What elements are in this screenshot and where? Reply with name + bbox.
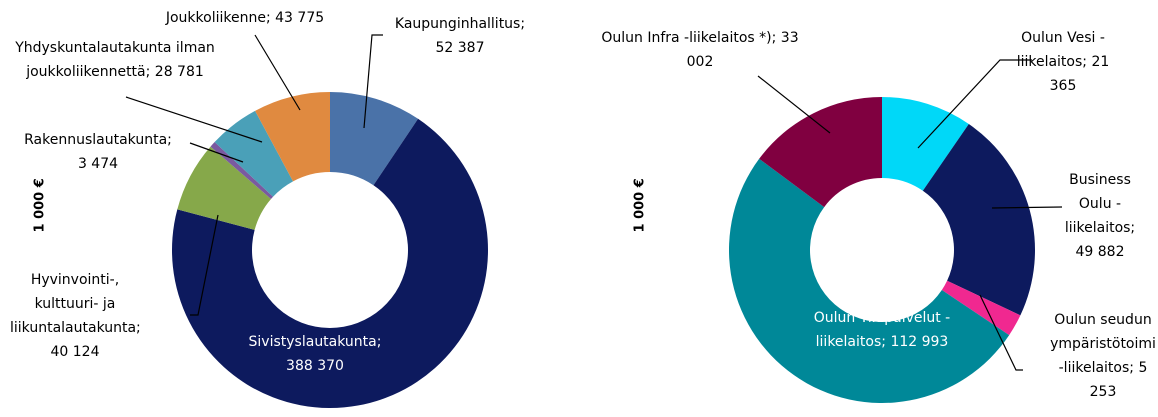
data-label: Oulun Tilapalvelut - liikelaitos; 112 99… (802, 306, 962, 354)
data-label: Sivistyslautakunta; 388 370 (240, 330, 390, 378)
category-label: Oulun Infra -liikelaitos *); (601, 30, 777, 46)
category-label: Oulun Tilapalvelut - liikelaitos; (813, 310, 951, 350)
leader-line (757, 75, 831, 134)
data-label: Kaupunginhallitus; 52 387 (390, 12, 530, 60)
data-label: Oulun Infra -liikelaitos *); 33 002 (600, 26, 800, 74)
leader-line (189, 142, 244, 163)
data-label: Business Oulu - liikelaitos; 49 882 (1058, 168, 1143, 264)
category-label: Business Oulu - liikelaitos; (1064, 172, 1136, 236)
value-label: 5 253 (1089, 360, 1148, 400)
value-label: 112 993 (890, 334, 949, 350)
value-label: 40 124 (50, 344, 100, 360)
value-label: 43 775 (275, 10, 325, 26)
axis-label: 1 000 € (32, 178, 48, 233)
category-label: Rakennuslautakunta; (24, 132, 172, 148)
value-label: 49 882 (1075, 244, 1125, 260)
data-label: Yhdyskuntalautakunta ilman joukkoliikenn… (5, 36, 225, 84)
value-label: 3 474 (77, 156, 119, 172)
donut-segment (255, 92, 330, 182)
data-label: Hyvinvointi-, kulttuuri- ja liikuntalaut… (10, 268, 141, 364)
donut-segment (330, 92, 419, 186)
data-label: Rakennuslautakunta; 3 474 (23, 128, 173, 176)
value-label: 388 370 (286, 358, 344, 374)
leader-line (190, 214, 219, 316)
data-label: Oulun Vesi - liikelaitos; 21 365 (1008, 26, 1118, 98)
value-label: 33 002 (686, 30, 799, 70)
data-label: Joukkoliikenne; 43 775 (145, 6, 345, 30)
leader-line (254, 34, 301, 111)
donut-segment (882, 97, 969, 191)
donut-segment (171, 118, 489, 409)
leader-line (991, 206, 1063, 209)
value-label: 21 365 (1049, 54, 1110, 94)
leader-line (125, 96, 263, 143)
leader-line (363, 34, 383, 129)
donut-segment (177, 146, 272, 230)
category-label: Sivistyslautakunta; (248, 334, 382, 350)
data-label: Oulun seudun ympäristötoimi -liikelaitos… (1048, 308, 1158, 404)
donut-segment (728, 158, 1010, 404)
category-label: Oulun seudun ympäristötoimi -liikelaitos… (1050, 312, 1156, 376)
value-label: 28 781 (154, 64, 204, 80)
axis-label: 1 000 € (632, 178, 648, 233)
category-label: Oulun Vesi - liikelaitos; (1016, 30, 1105, 70)
category-label: Yhdyskuntalautakunta ilman joukkoliikenn… (15, 40, 215, 80)
leader-line (979, 294, 1023, 371)
donut-segment (941, 280, 1021, 336)
category-label: Joukkoliikenne; (165, 10, 271, 26)
category-label: Hyvinvointi-, kulttuuri- ja liikuntalaut… (10, 272, 141, 336)
donut-segment (759, 97, 882, 208)
donut-segment (922, 124, 1035, 316)
leader-line (917, 59, 1032, 149)
value-label: 52 387 (435, 40, 485, 56)
category-label: Kaupunginhallitus; (394, 16, 526, 32)
